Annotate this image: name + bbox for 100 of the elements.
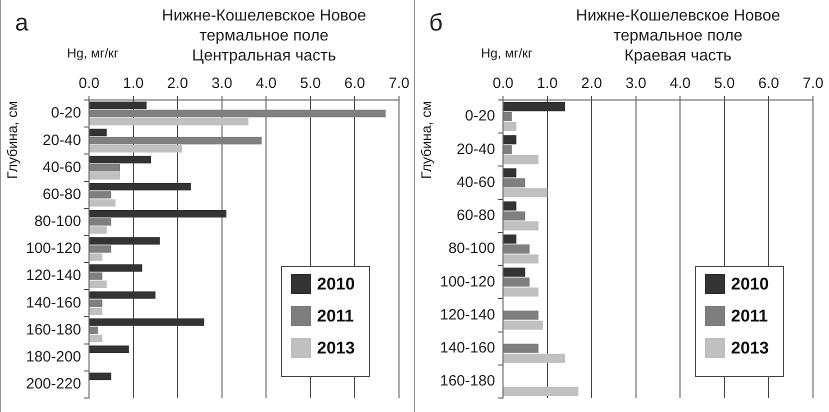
y-tick-label: 80-100: [34, 213, 82, 230]
bar: [90, 299, 102, 307]
bar: [504, 244, 530, 254]
bar: [504, 234, 516, 244]
y-tick-label: 120-140: [440, 306, 496, 324]
y-tick-label: 0-20: [465, 108, 496, 125]
y-tick-label: 120-140: [26, 267, 82, 284]
bar: [90, 318, 204, 326]
chart-subtitle: Центральная часть: [192, 47, 336, 64]
y-tick-label: 0-20: [51, 104, 82, 122]
bar: [90, 182, 191, 190]
y-axis-title: Глубина, см: [4, 101, 20, 179]
x-axis-title: Hg, мг/кг: [67, 46, 119, 61]
bar: [504, 145, 512, 154]
x-tick-label: 6.0: [758, 75, 780, 92]
legend-label: 2013: [731, 338, 769, 358]
bar: [504, 344, 538, 353]
x-tick-label: 7.0: [388, 75, 410, 92]
bar: [504, 178, 526, 188]
bar: [504, 211, 526, 220]
bar: [90, 164, 120, 172]
bar: [90, 172, 120, 180]
bar: [504, 135, 516, 144]
bar: [90, 291, 156, 299]
y-tick-label: 60-80: [42, 186, 82, 203]
bar: [504, 278, 530, 287]
legend-label: 2010: [317, 274, 355, 294]
bar: [504, 221, 538, 230]
bar: [504, 155, 538, 164]
bar: [90, 226, 107, 234]
x-tick-label: 5.0: [300, 75, 321, 92]
chart-subtitle: Краевая часть: [624, 47, 732, 64]
bar: [90, 199, 116, 207]
bar: [504, 354, 566, 363]
bar: [504, 112, 512, 122]
bar: [90, 102, 147, 110]
bar: [90, 253, 102, 261]
bar: [90, 326, 98, 334]
chart-title: Нижне-Кошелевское Новое термальное поле: [576, 7, 780, 44]
bar: [504, 188, 548, 198]
y-tick-label: 180-200: [26, 348, 82, 366]
bar: [90, 372, 112, 380]
y-tick-label: 100-120: [440, 273, 496, 290]
bar: [504, 102, 566, 112]
y-tick-label: 40-60: [42, 158, 82, 176]
x-axis-title: Hg, мг/кг: [481, 46, 533, 61]
bar: [90, 280, 107, 288]
bar: [90, 346, 129, 353]
legend-label: 2010: [731, 274, 769, 294]
bar: [504, 254, 538, 264]
y-tick-label: 20-40: [456, 140, 496, 158]
x-tick-label: 2.0: [581, 75, 602, 92]
bar: [90, 191, 112, 199]
bar: [90, 156, 152, 164]
x-tick-label: 4.0: [256, 75, 277, 92]
y-tick-label: 200-220: [26, 376, 82, 393]
bar: [90, 245, 112, 253]
bar: [504, 310, 538, 320]
bar: [504, 168, 516, 178]
x-tick-label: 1.0: [122, 75, 144, 92]
chart-title: Нижне-Кошелевское Новое термальное поле: [162, 7, 366, 44]
x-tick-label: 4.0: [670, 75, 691, 92]
x-tick-label: 3.0: [625, 75, 646, 92]
y-tick-label: 100-120: [26, 240, 82, 258]
x-tick-label: 3.0: [211, 75, 232, 92]
bar: [504, 122, 516, 132]
bar: [90, 110, 386, 118]
legend-label: 2013: [317, 338, 355, 358]
bar: [90, 218, 112, 226]
bar: [90, 136, 262, 144]
x-tick-label: 1.0: [536, 75, 558, 92]
x-tick-label: 7.0: [802, 75, 824, 92]
x-tick-label: 0.0: [78, 75, 100, 92]
bar: [90, 128, 107, 136]
y-tick-label: 160-180: [440, 372, 496, 390]
bar: [90, 272, 102, 280]
y-tick-label: 20-40: [42, 132, 82, 149]
bar: [90, 145, 182, 152]
x-tick-label: 6.0: [344, 75, 366, 92]
y-tick-label: 60-80: [456, 207, 496, 224]
bar: [504, 320, 543, 330]
bar: [504, 287, 538, 297]
y-tick-label: 140-160: [26, 294, 82, 312]
text: б: [429, 10, 443, 37]
bar: [90, 334, 102, 342]
x-tick-label: 2.0: [167, 75, 188, 92]
bar: [90, 118, 248, 126]
text: а: [15, 10, 29, 37]
y-tick-label: 80-100: [448, 240, 496, 258]
y-tick-label: 160-180: [26, 321, 82, 338]
bar: [90, 308, 102, 316]
legend-label: 2011: [317, 306, 354, 326]
y-axis-title: Глубина, см: [418, 101, 434, 179]
y-tick-label: 140-160: [440, 339, 496, 356]
x-tick-label: 0.0: [492, 75, 514, 92]
bar: [90, 237, 160, 245]
bar: [504, 386, 578, 396]
legend-label: 2011: [731, 306, 768, 326]
x-tick-label: 5.0: [714, 75, 735, 92]
bar: [90, 210, 226, 218]
